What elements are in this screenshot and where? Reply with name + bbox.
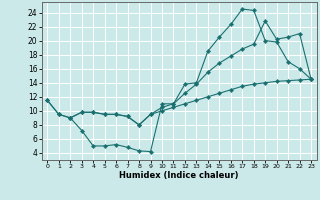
X-axis label: Humidex (Indice chaleur): Humidex (Indice chaleur)	[119, 171, 239, 180]
